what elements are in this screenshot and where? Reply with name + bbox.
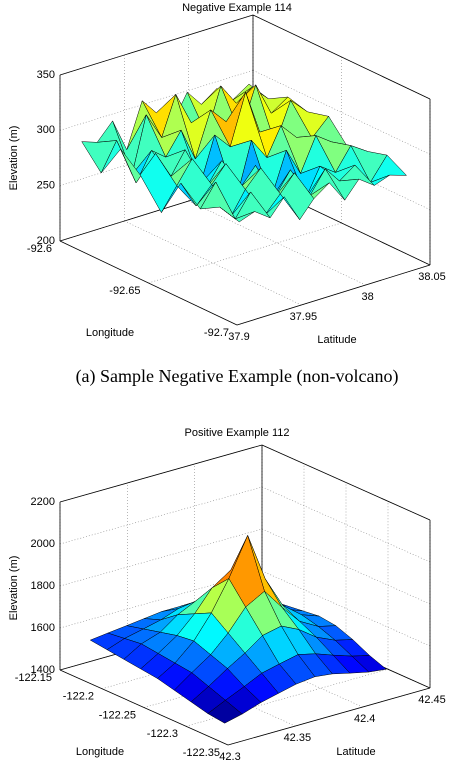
y-tick-label: 38: [362, 291, 374, 303]
z-grid-line: [261, 528, 431, 605]
z-grid-line: [261, 570, 431, 647]
axis-box: [59, 240, 238, 326]
z-grid-line: [59, 70, 254, 131]
axis-box: [261, 444, 431, 521]
y-grid-line: [124, 220, 302, 306]
z-axis-label: Elevation (m): [8, 126, 20, 191]
z-tick-label: 2000: [31, 538, 55, 550]
y-grid-line: [188, 200, 366, 286]
axis-box: [252, 14, 431, 100]
z-tick-label: 1800: [31, 580, 55, 592]
y-axis-label: Latitude: [317, 334, 356, 346]
y-tick-label: 37.95: [290, 311, 318, 323]
surface-patch: [219, 206, 255, 223]
y-tick-label: 42.35: [284, 732, 312, 744]
x-tick-label: -92.6: [27, 243, 52, 255]
z-grid-line: [261, 486, 431, 563]
z-tick-label: 1400: [31, 664, 55, 676]
z-tick-label: 350: [37, 69, 55, 81]
axis-box: [236, 264, 431, 326]
z-grid-line: [59, 486, 263, 545]
x-tick-label: -92.7: [204, 327, 229, 339]
x-grid-line: [148, 222, 342, 284]
x-tick-label: -122.35: [183, 747, 220, 759]
z-tick-label: 300: [37, 124, 55, 136]
y-tick-label: 42.4: [354, 713, 375, 725]
y-axis-label: Latitude: [336, 746, 375, 758]
surface-patch: [207, 699, 243, 724]
x-tick-label: -122.3: [147, 728, 178, 740]
chart-title: Negative Example 114: [182, 2, 292, 14]
z-grid-line: [59, 528, 263, 587]
x-axis-label: Longitude: [86, 327, 134, 339]
caption: (a) Sample Negative Example (non-volcano…: [76, 366, 399, 387]
axis-box: [227, 687, 431, 746]
z-tick-label: 2200: [31, 496, 55, 508]
y-tick-label: 42.3: [219, 751, 240, 763]
x-axis-label: Longitude: [76, 746, 124, 758]
y-tick-label: 38.05: [418, 271, 446, 283]
x-tick-label: -122.15: [15, 672, 52, 684]
z-axis-label: Elevation (m): [8, 556, 20, 621]
x-tick-label: -92.65: [109, 285, 140, 297]
z-tick-label: 200: [37, 235, 55, 247]
chart-title: Positive Example 112: [185, 427, 290, 439]
x-grid-line: [185, 668, 389, 727]
x-tick-label: -122.2: [63, 691, 94, 703]
z-tick-label: 250: [37, 180, 55, 192]
z-tick-label: 1600: [31, 622, 55, 634]
y-tick-label: 42.45: [418, 694, 446, 706]
x-tick-label: -122.25: [99, 709, 136, 721]
y-tick-label: 37.9: [228, 331, 249, 343]
axis-box: [59, 669, 229, 746]
axis-box: [59, 444, 263, 503]
axis-box: [59, 14, 254, 76]
